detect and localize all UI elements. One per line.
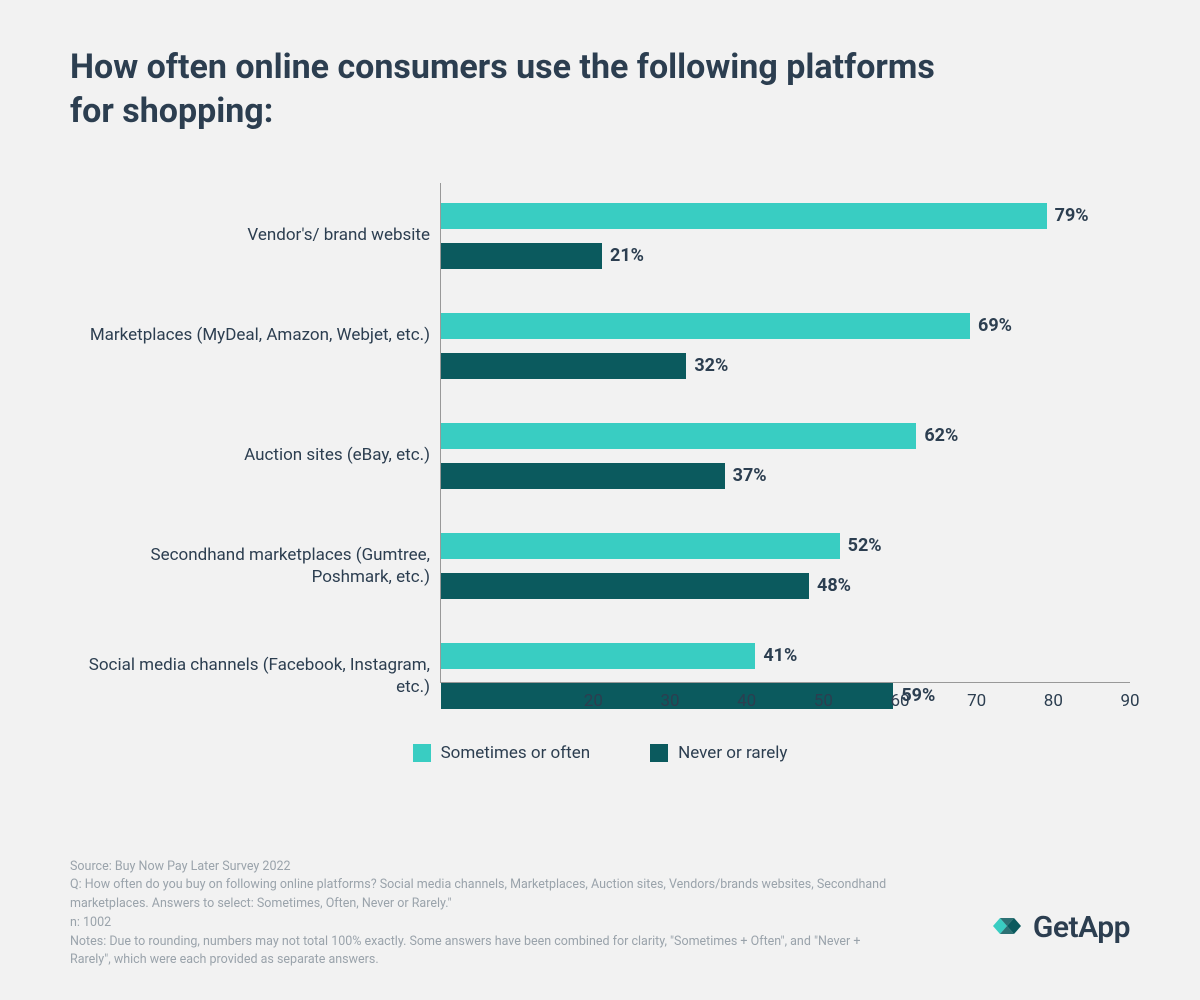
bar [441, 643, 755, 669]
x-tick: 90 [1120, 691, 1139, 711]
category-label: Secondhand marketplaces (Gumtree, Poshma… [80, 544, 430, 588]
bar-value-label: 79% [1055, 205, 1089, 226]
bar [441, 423, 916, 449]
bar-value-label: 52% [848, 535, 882, 556]
footnote-question: Q: How often do you buy on following onl… [70, 876, 890, 914]
bar [441, 243, 602, 269]
legend-label: Sometimes or often [441, 743, 591, 763]
legend-item: Sometimes or often [413, 743, 591, 763]
footnotes: Source: Buy Now Pay Later Survey 2022 Q:… [70, 858, 890, 971]
chart-title: How often online consumers use the follo… [70, 45, 970, 133]
footnote-notes: Notes: Due to rounding, numbers may not … [70, 933, 890, 971]
bar-value-label: 41% [763, 645, 797, 666]
legend-swatch-icon [413, 744, 431, 762]
category-label: Marketplaces (MyDeal, Amazon, Webjet, et… [80, 324, 430, 346]
legend: Sometimes or often Never or rarely [70, 743, 1130, 766]
bar [441, 573, 809, 599]
x-tick: 20 [584, 691, 603, 711]
x-tick: 80 [1044, 691, 1063, 711]
bar-value-label: 48% [817, 575, 851, 596]
bar-value-label: 69% [978, 315, 1012, 336]
x-axis: 2030405060708090 [440, 683, 1130, 723]
bar-value-label: 32% [694, 355, 728, 376]
category-label: Social media channels (Facebook, Instagr… [80, 654, 430, 698]
legend-swatch-icon [650, 744, 668, 762]
brand-logo: GetApp [985, 910, 1130, 945]
footnote-n: n: 1002 [70, 914, 890, 933]
legend-item: Never or rarely [650, 743, 787, 763]
logo-text: GetApp [1033, 910, 1130, 945]
bar-value-label: 21% [610, 245, 644, 266]
bar [441, 203, 1047, 229]
x-tick: 30 [660, 691, 679, 711]
legend-label: Never or rarely [678, 743, 787, 763]
bar-value-label: 37% [733, 465, 767, 486]
x-tick: 70 [967, 691, 986, 711]
footer: Source: Buy Now Pay Later Survey 2022 Q:… [70, 858, 1130, 971]
x-tick: 40 [737, 691, 756, 711]
category-label: Auction sites (eBay, etc.) [80, 444, 430, 466]
bar [441, 353, 686, 379]
chart-area: Vendor's/ brand website 79% 21% Marketplace… [70, 183, 1130, 743]
footnote-source: Source: Buy Now Pay Later Survey 2022 [70, 858, 890, 877]
x-tick: 50 [814, 691, 833, 711]
bar [441, 533, 840, 559]
category-label: Vendor's/ brand website [80, 224, 430, 246]
bar [441, 463, 725, 489]
logo-mark-icon [985, 911, 1025, 945]
bar-value-label: 62% [924, 425, 958, 446]
bar [441, 313, 970, 339]
x-tick: 60 [890, 691, 909, 711]
